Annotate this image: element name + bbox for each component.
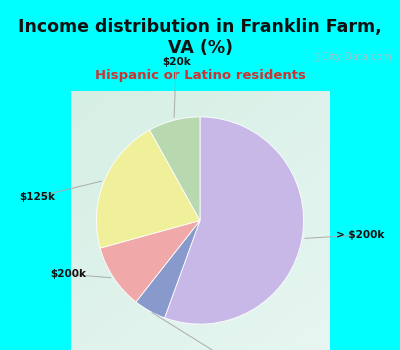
Wedge shape xyxy=(150,117,200,220)
Wedge shape xyxy=(100,220,200,302)
Text: Income distribution in Franklin Farm,
VA (%): Income distribution in Franklin Farm, VA… xyxy=(18,18,382,57)
Text: ⓘ City-Data.com: ⓘ City-Data.com xyxy=(313,52,392,62)
Wedge shape xyxy=(96,130,200,248)
Wedge shape xyxy=(164,117,304,324)
Text: $200k: $200k xyxy=(50,270,86,279)
Text: $125k: $125k xyxy=(19,192,55,202)
Text: Hispanic or Latino residents: Hispanic or Latino residents xyxy=(94,69,306,82)
Wedge shape xyxy=(136,220,200,318)
Text: > $200k: > $200k xyxy=(336,230,385,240)
Text: $20k: $20k xyxy=(162,57,190,67)
